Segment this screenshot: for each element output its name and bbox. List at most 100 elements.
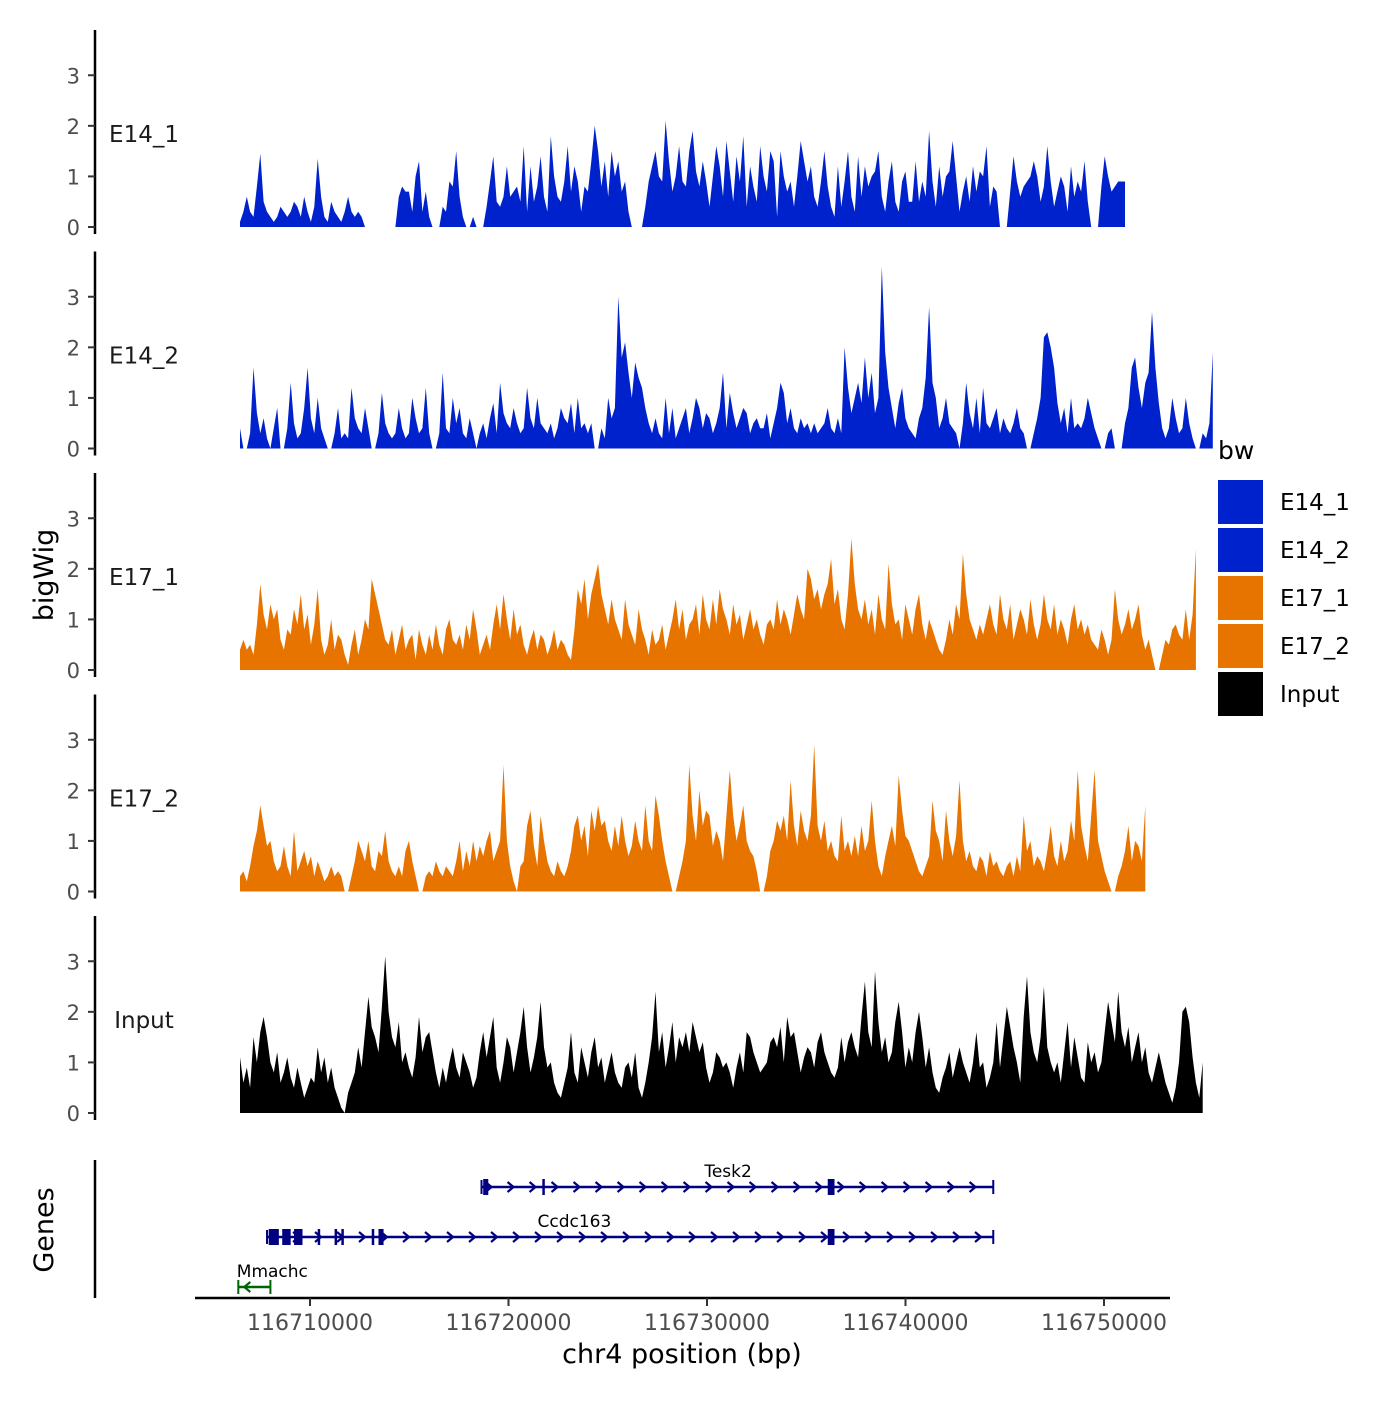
y-tick-label-e14-1-2: 2 bbox=[67, 115, 80, 139]
track-panel-e17-2: 0 1 2 3 E17_2 bbox=[67, 694, 1146, 905]
strand-arrow-ccdc163 bbox=[798, 1231, 807, 1243]
y-tick-label-e17-1-1: 1 bbox=[67, 608, 80, 632]
gene-ccdc163: Ccdc163 bbox=[266, 1212, 995, 1245]
x-axis-ticks: 116710000 116720000 116730000 116740000 1167… bbox=[247, 1298, 1167, 1336]
strand-arrow-tesk2 bbox=[968, 1181, 978, 1193]
gene-label-tesk2: Tesk2 bbox=[703, 1162, 751, 1182]
gene-annotation-track: Tesk2 Ccdc163 Mmachc bbox=[93, 1160, 995, 1298]
coverage-area-input bbox=[240, 956, 1203, 1113]
gene-mmachc: Mmachc bbox=[237, 1262, 308, 1294]
y-tick-label-e14-1-1: 1 bbox=[67, 165, 80, 189]
legend-label-e17-2: E17_2 bbox=[1280, 634, 1350, 660]
strand-arrow-tesk2 bbox=[946, 1181, 956, 1193]
exon-ccdc163-5 bbox=[341, 1229, 344, 1245]
strand-arrow-ccdc163 bbox=[688, 1231, 697, 1243]
strand-arrow-ccdc163 bbox=[534, 1231, 543, 1243]
strand-arrow-ccdc163 bbox=[314, 1231, 323, 1243]
legend-label-e14-2: E14_2 bbox=[1280, 538, 1350, 564]
strand-arrow-ccdc163 bbox=[358, 1231, 367, 1243]
coverage-area-e17-2 bbox=[240, 744, 1146, 892]
strand-arrow-ccdc163 bbox=[622, 1231, 631, 1243]
track-label-e14-1: E14_1 bbox=[109, 122, 179, 148]
legend-swatch-e17-1 bbox=[1218, 576, 1263, 620]
x-axis: 116710000 116720000 116730000 116740000 1167… bbox=[195, 1296, 1170, 1370]
legend-swatch-input bbox=[1218, 672, 1263, 716]
strand-arrow-ccdc163 bbox=[578, 1231, 587, 1243]
legend-title: bw bbox=[1218, 436, 1254, 465]
coverage-area-e17-1 bbox=[240, 538, 1196, 670]
exon-tesk2-2 bbox=[827, 1179, 835, 1195]
y-tick-label-e14-2-2: 2 bbox=[67, 336, 80, 360]
y-tick-label-e17-2-0: 0 bbox=[67, 881, 80, 905]
strand-arrow-tesk2 bbox=[924, 1181, 934, 1193]
x-tick-label-116750000: 116750000 bbox=[1041, 1311, 1167, 1336]
track-panel-e14-2: 0 1 2 3 E14_2 bbox=[67, 251, 1213, 462]
strand-arrow-ccdc163 bbox=[666, 1231, 675, 1243]
y-tick-label-e14-1-0: 0 bbox=[67, 216, 80, 240]
strand-arrow-tesk2 bbox=[506, 1181, 516, 1193]
legend-items: E14_1 E14_2 E17_1 E17_2 Input bbox=[1218, 480, 1350, 716]
strand-arrow-tesk2 bbox=[616, 1181, 626, 1193]
exon-ccdc163-7 bbox=[378, 1229, 384, 1245]
strand-arrow-tesk2 bbox=[528, 1181, 538, 1193]
coverage-area-e14-1 bbox=[240, 120, 1125, 227]
strand-arrow-tesk2 bbox=[880, 1181, 890, 1193]
y-tick-label-input-0: 0 bbox=[67, 1102, 80, 1126]
y-tick-label-e17-2-1: 1 bbox=[67, 830, 80, 854]
strand-arrow-ccdc163 bbox=[754, 1231, 763, 1243]
strand-arrow-ccdc163 bbox=[710, 1231, 719, 1243]
exon-ccdc163-1 bbox=[282, 1229, 291, 1245]
y-tick-label-e14-2-1: 1 bbox=[67, 387, 80, 411]
strand-arrow-tesk2 bbox=[660, 1181, 670, 1193]
legend-label-e17-1: E17_1 bbox=[1280, 586, 1350, 612]
strand-arrow-tesk2 bbox=[726, 1181, 736, 1193]
track-panel-e14-1: 0 1 2 3 E14_1 bbox=[67, 30, 1125, 240]
strand-arrow-tesk2 bbox=[770, 1181, 780, 1193]
exon-tesk2-0 bbox=[483, 1179, 489, 1195]
strand-arrow-ccdc163 bbox=[732, 1231, 741, 1243]
strand-arrow-ccdc163 bbox=[490, 1231, 499, 1243]
track-label-e14-2: E14_2 bbox=[109, 344, 179, 370]
strand-arrow-tesk2 bbox=[682, 1181, 692, 1193]
exon-ccdc163-4 bbox=[334, 1229, 338, 1245]
exon-ccdc163-3 bbox=[317, 1229, 321, 1245]
track-panel-e17-1: 0 1 2 3 E17_1 bbox=[67, 473, 1196, 683]
y-tick-label-input-3: 3 bbox=[67, 950, 80, 974]
strand-arrow-ccdc163 bbox=[556, 1231, 565, 1243]
strand-arrow-tesk2 bbox=[594, 1181, 604, 1193]
coverage-area-e14-2 bbox=[240, 266, 1213, 449]
exon-ccdc163-6 bbox=[371, 1229, 375, 1245]
strand-arrow-tesk2 bbox=[858, 1181, 868, 1193]
track-label-input: Input bbox=[114, 1008, 174, 1034]
y-tick-label-e17-2-2: 2 bbox=[67, 779, 80, 803]
gene-label-mmachc: Mmachc bbox=[237, 1262, 308, 1282]
legend-swatch-e14-1 bbox=[1218, 480, 1263, 524]
strand-arrow-ccdc163 bbox=[644, 1231, 653, 1243]
x-axis-title: chr4 position (bp) bbox=[562, 1339, 802, 1370]
y-tick-label-e17-1-0: 0 bbox=[67, 659, 80, 683]
track-label-e17-1: E17_1 bbox=[109, 565, 179, 591]
strand-arrow-ccdc163 bbox=[402, 1231, 411, 1243]
strand-arrow-ccdc163 bbox=[512, 1231, 521, 1243]
strand-arrow-ccdc163 bbox=[908, 1231, 917, 1243]
x-tick-label-116710000: 116710000 bbox=[247, 1311, 373, 1336]
strand-arrow-ccdc163 bbox=[468, 1231, 477, 1243]
y-axis-title: bigWig bbox=[29, 529, 60, 622]
legend-label-e14-1: E14_1 bbox=[1280, 490, 1350, 516]
y-tick-label-input-2: 2 bbox=[67, 1001, 80, 1025]
y-tick-label-e17-2-3: 3 bbox=[67, 729, 80, 753]
legend: bw E14_1 E14_2 E17_1 E17_2 Input bbox=[1218, 436, 1350, 716]
y-tick-label-e14-2-3: 3 bbox=[67, 286, 80, 310]
legend-swatch-e14-2 bbox=[1218, 528, 1263, 572]
gene-label-ccdc163: Ccdc163 bbox=[538, 1212, 612, 1232]
strand-arrow-tesk2 bbox=[748, 1181, 758, 1193]
strand-arrow-ccdc163 bbox=[974, 1231, 983, 1243]
strand-arrow-ccdc163 bbox=[776, 1231, 785, 1243]
y-tick-label-input-1: 1 bbox=[67, 1051, 80, 1075]
exon-ccdc163-2 bbox=[294, 1229, 303, 1245]
exon-tesk2-1 bbox=[542, 1179, 545, 1195]
strand-arrow-mmachc bbox=[242, 1281, 252, 1293]
legend-swatch-e17-2 bbox=[1218, 624, 1263, 668]
track-label-e17-2: E17_2 bbox=[109, 787, 179, 813]
